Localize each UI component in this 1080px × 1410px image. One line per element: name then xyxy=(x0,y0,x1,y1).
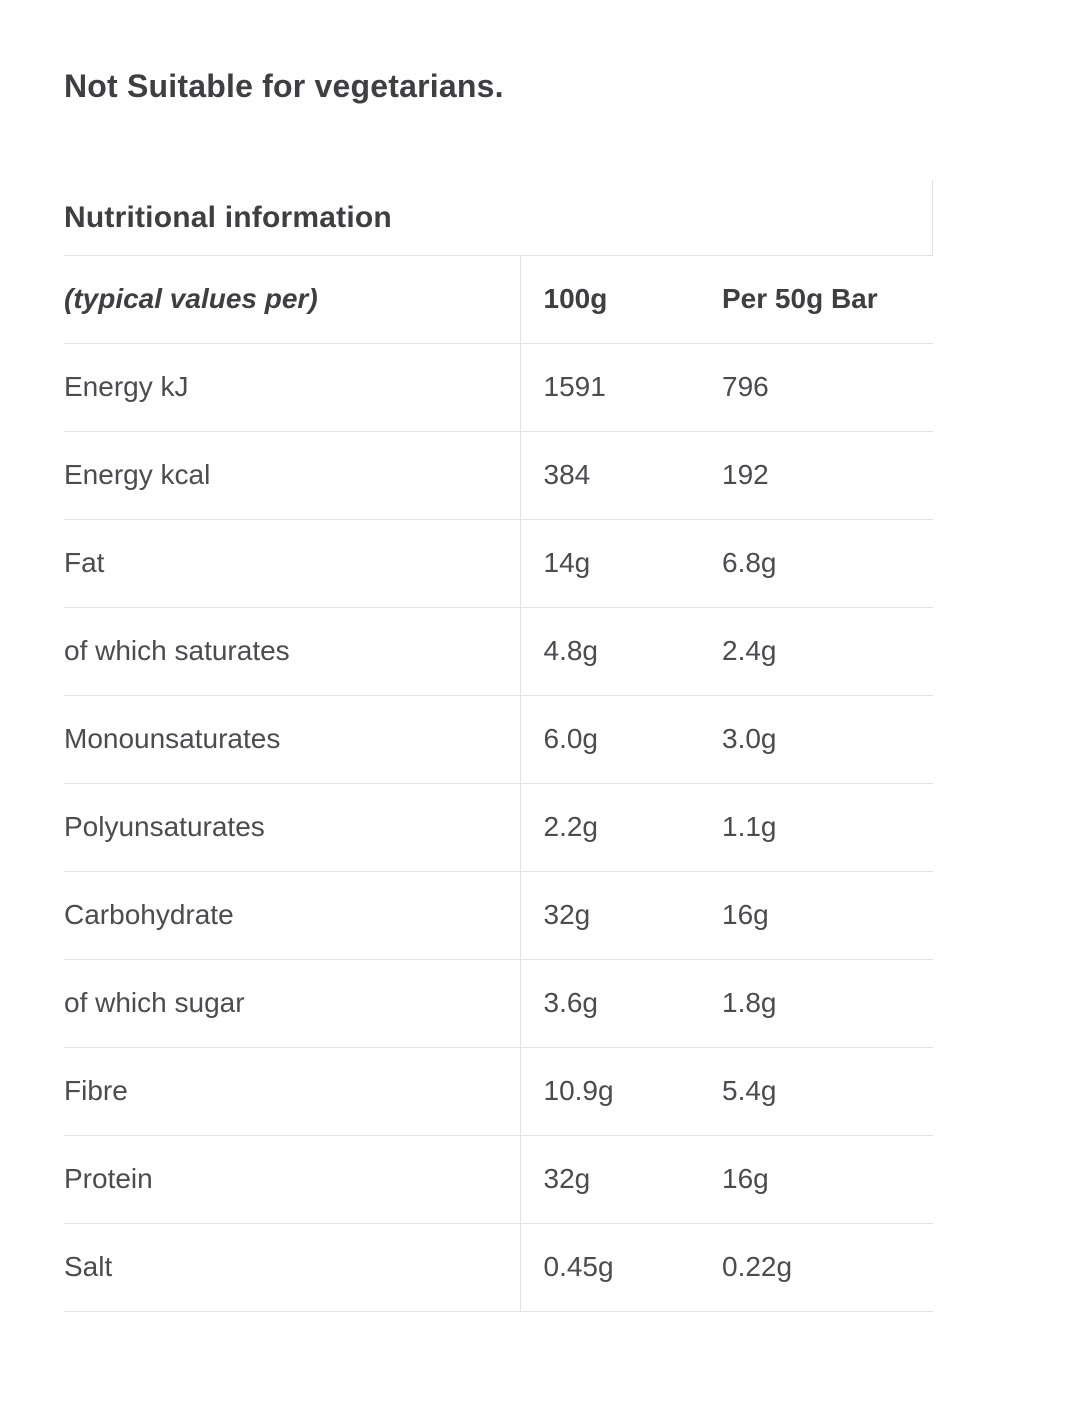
nutrient-value-100g: 32g xyxy=(543,899,591,930)
nutrient-label: Salt xyxy=(64,1223,521,1311)
nutrient-value-100g: 0.45g xyxy=(543,1251,614,1282)
nutrient-value-100g: 10.9g xyxy=(543,1075,614,1106)
nutrient-value-per-bar: 16g xyxy=(722,1163,769,1194)
nutrient-value-100g: 3.6g xyxy=(543,987,599,1018)
nutrition-table-title: Nutritional information xyxy=(64,200,392,234)
nutrient-value-100g: 14g xyxy=(543,547,591,578)
nutrient-value-100g: 32g xyxy=(543,1163,591,1194)
nutrient-value-per-bar: 2.4g xyxy=(722,635,777,666)
nutrition-table-title-cell: Nutritional information xyxy=(64,180,933,256)
nutrient-label: Carbohydrate xyxy=(64,871,521,959)
nutrient-value-per-bar: 796 xyxy=(722,371,769,402)
nutrient-value-per-bar: 16g xyxy=(722,899,769,930)
table-row: Protein 32g 16g xyxy=(64,1135,933,1223)
nutrition-information-section: Nutritional information (typical values … xyxy=(64,180,933,1312)
nutrient-label: Energy kJ xyxy=(64,343,521,431)
nutrition-table-header-row: (typical values per) 100g Per 50g Bar xyxy=(64,256,933,343)
nutrition-table-body: Energy kJ 1591 796 Energy kcal 384 192 F… xyxy=(64,343,933,1311)
nutrient-label: Polyunsaturates xyxy=(64,783,521,871)
nutrient-label: of which saturates xyxy=(64,607,521,695)
nutrient-value-per-bar: 5.4g xyxy=(722,1075,777,1106)
column-header-per-bar: Per 50g Bar xyxy=(722,283,878,315)
table-row: Monounsaturates 6.0g 3.0g xyxy=(64,695,933,783)
table-row: Energy kJ 1591 796 xyxy=(64,343,933,431)
nutrition-table-head: (typical values per) 100g Per 50g Bar xyxy=(64,256,933,343)
table-row: of which sugar 3.6g 1.8g xyxy=(64,959,933,1047)
nutrient-label: of which sugar xyxy=(64,959,521,1047)
nutrient-value-100g: 1591 xyxy=(543,371,606,402)
nutrient-value-100g: 2.2g xyxy=(543,811,599,842)
nutrient-label: Energy kcal xyxy=(64,431,521,519)
nutrient-label: Fibre xyxy=(64,1047,521,1135)
nutrient-value-per-bar: 0.22g xyxy=(722,1251,793,1282)
nutrient-value-per-bar: 192 xyxy=(722,459,769,490)
nutrient-value-100g: 4.8g xyxy=(543,635,599,666)
nutrient-value-per-bar: 6.8g xyxy=(722,547,777,578)
nutrient-value-per-bar: 1.1g xyxy=(722,811,777,842)
nutrient-label: Monounsaturates xyxy=(64,695,521,783)
column-header-100g: 100g xyxy=(543,283,608,315)
suitability-note: Not Suitable for vegetarians. xyxy=(64,68,504,104)
nutrient-label: Fat xyxy=(64,519,521,607)
nutrient-value-100g: 384 xyxy=(543,459,591,490)
nutrient-value-per-bar: 1.8g xyxy=(722,987,777,1018)
table-row: Salt 0.45g 0.22g xyxy=(64,1223,933,1311)
table-row: Polyunsaturates 2.2g 1.1g xyxy=(64,783,933,871)
product-details-section: Not Suitable for vegetarians. Nutritiona… xyxy=(64,68,933,1312)
nutrition-table: (typical values per) 100g Per 50g Bar En… xyxy=(64,256,933,1312)
table-row: Fibre 10.9g 5.4g xyxy=(64,1047,933,1135)
column-header-typical-values: (typical values per) xyxy=(64,256,521,343)
nutrient-value-100g: 6.0g xyxy=(543,723,599,754)
nutrient-value-per-bar: 3.0g xyxy=(722,723,777,754)
table-row: Carbohydrate 32g 16g xyxy=(64,871,933,959)
table-row: Fat 14g 6.8g xyxy=(64,519,933,607)
table-row: of which saturates 4.8g 2.4g xyxy=(64,607,933,695)
nutrient-label: Protein xyxy=(64,1135,521,1223)
table-row: Energy kcal 384 192 xyxy=(64,431,933,519)
